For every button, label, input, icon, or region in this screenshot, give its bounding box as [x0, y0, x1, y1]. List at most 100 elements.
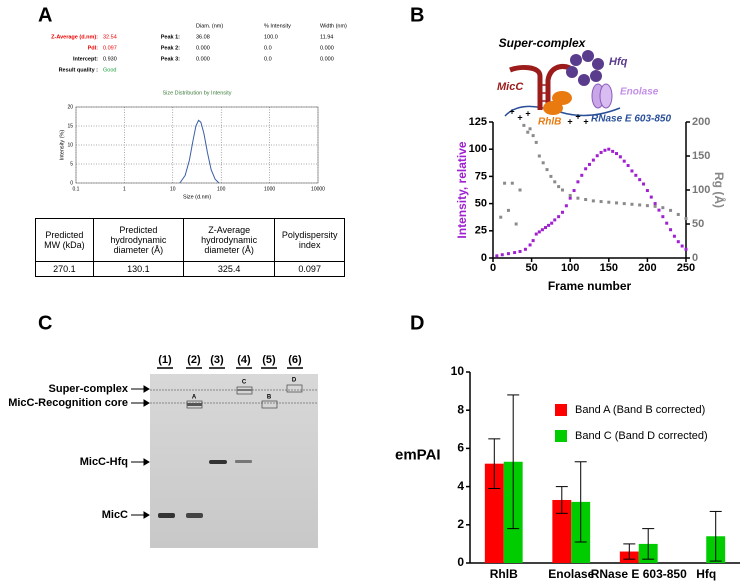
- data-point: [676, 240, 680, 244]
- result-value: 0.097: [103, 45, 117, 51]
- legend-swatch: [555, 430, 567, 442]
- y-tick-label: 125: [469, 116, 487, 128]
- error-bar: [488, 438, 501, 490]
- band: [186, 513, 203, 518]
- data-point: [653, 202, 657, 206]
- cell: 325.4: [182, 261, 276, 277]
- data-point: [642, 182, 646, 186]
- x-tick-label: 0.1: [73, 186, 80, 192]
- table-header: Predicted MW (kDa) Predicted hydrodynami…: [35, 218, 345, 262]
- micc-rna: [509, 64, 571, 110]
- data-point: [580, 173, 584, 177]
- data-point: [657, 208, 661, 212]
- x-tick-label: 200: [638, 262, 656, 274]
- data-point: [537, 230, 541, 234]
- band: [235, 460, 252, 463]
- result-value: 0.930: [103, 56, 117, 62]
- data-point: [622, 202, 626, 206]
- data-point: [630, 169, 634, 173]
- data-point: [528, 243, 532, 247]
- y-tick-label: 5: [70, 161, 73, 167]
- charge: +: [509, 106, 514, 116]
- y2-tick-label: 200: [692, 116, 710, 128]
- data-point: [615, 201, 619, 205]
- charge: +: [575, 111, 580, 121]
- result-label: PdI:: [88, 45, 99, 51]
- data-point: [676, 212, 680, 216]
- y-tick-label: 8: [457, 402, 464, 416]
- result-value: Good: [103, 67, 116, 73]
- x-tick-label: 150: [600, 262, 618, 274]
- charge: +: [567, 116, 572, 126]
- peak-cell: 0.000: [196, 56, 210, 62]
- x-tick-label: 250: [677, 262, 695, 274]
- marker-label: Super-complex: [49, 383, 129, 395]
- cell: 270.1: [35, 261, 94, 277]
- data-point: [603, 148, 607, 152]
- result-label: Result quality :: [59, 67, 99, 73]
- peak-cell: 0.000: [196, 45, 210, 51]
- rhlb: [552, 91, 572, 105]
- data-point: [615, 152, 619, 156]
- y-axis-label: emPAI: [395, 446, 441, 463]
- data-point: [669, 208, 673, 212]
- data-point: [557, 215, 561, 219]
- y2-axis-label: Rg (Å): [712, 172, 727, 208]
- error-bar: [623, 543, 636, 560]
- peak-cell: 0.000: [320, 56, 334, 62]
- charge: +: [525, 108, 530, 118]
- data-point: [645, 189, 649, 193]
- peak-header: % Intensity: [264, 23, 291, 29]
- x-tick-label: Enolase: [548, 567, 594, 581]
- data-point: [523, 247, 527, 251]
- diagram-shapes: [504, 50, 621, 117]
- lane-label: (4): [237, 354, 251, 366]
- lane-label: (5): [262, 354, 276, 366]
- data-point: [584, 167, 588, 171]
- legend-swatch: [555, 404, 567, 416]
- lane-label: (1): [158, 354, 172, 366]
- data-point: [649, 195, 653, 199]
- data-point: [611, 149, 615, 153]
- data-point: [553, 180, 557, 184]
- data-point: [669, 228, 673, 232]
- y-tick-label: 4: [457, 479, 464, 493]
- data-point: [638, 178, 642, 182]
- error-bar: [555, 486, 568, 514]
- y2-tick-label: 150: [692, 150, 710, 162]
- lane-label: (3): [210, 354, 224, 366]
- data-point: [672, 234, 676, 238]
- data-point: [645, 204, 649, 208]
- y-tick-label: 15: [67, 123, 73, 129]
- error-bar: [642, 528, 655, 560]
- data-point: [506, 208, 510, 212]
- hfq: [566, 50, 604, 86]
- data-point: [661, 215, 665, 219]
- data-point: [684, 247, 688, 251]
- data-line: [179, 119, 220, 184]
- x-tick-label: 1: [123, 186, 126, 192]
- peak-cell: 0.000: [320, 45, 334, 51]
- data-point: [599, 200, 603, 204]
- data-point: [531, 239, 535, 243]
- charge: +: [517, 112, 522, 122]
- y-tick-label: 0: [457, 555, 464, 569]
- hfq-subunit: [570, 54, 582, 66]
- data-point: [684, 217, 688, 221]
- header-cell: Predicted hydrodynamic diameter (Å): [92, 218, 184, 262]
- peak-cell: 36.08: [196, 34, 210, 40]
- data-point: [528, 127, 532, 131]
- data-point: [607, 200, 611, 204]
- y-axis-label: Intensity (%): [59, 130, 65, 161]
- data-point: [622, 159, 626, 163]
- y-tick-label: 25: [475, 225, 487, 237]
- data-point: [550, 221, 554, 225]
- data-point: [531, 134, 535, 138]
- data-point: [510, 181, 514, 185]
- data-point: [557, 185, 561, 189]
- header-cell: Z-Average hydrodynamic diameter (Å): [182, 218, 276, 262]
- header-cell: Polydispersity index: [274, 218, 345, 262]
- marker-label: MicC-Recognition core: [8, 397, 128, 409]
